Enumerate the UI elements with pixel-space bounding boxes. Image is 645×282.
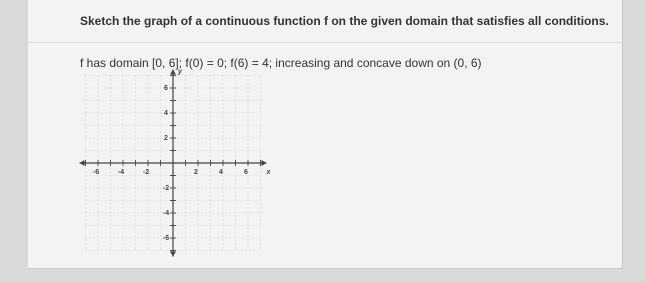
question-panel	[28, 0, 623, 269]
y-tick-label: -2	[163, 185, 169, 192]
question-title: Sketch the graph of a continuous functio…	[80, 14, 609, 28]
y-tick-label: 2	[164, 135, 168, 142]
y-tick-label: 4	[164, 110, 168, 117]
y-tick-label: -6	[163, 235, 169, 242]
y-axis-label: y	[177, 68, 183, 75]
x-tick-label: 4	[219, 169, 223, 176]
question-conditions: f has domain [0, 6]; f(0) = 0; f(6) = 4;…	[80, 56, 482, 70]
x-tick-label: -2	[143, 169, 149, 176]
x-tick-label: 2	[194, 169, 198, 176]
y-tick-label: -4	[163, 210, 169, 217]
x-axis-label: x	[266, 169, 272, 176]
x-tick-label: -6	[93, 169, 99, 176]
x-tick-label: 6	[244, 169, 248, 176]
x-tick-label: -4	[118, 169, 124, 176]
y-tick-label: 6	[164, 85, 168, 92]
divider	[28, 42, 622, 43]
